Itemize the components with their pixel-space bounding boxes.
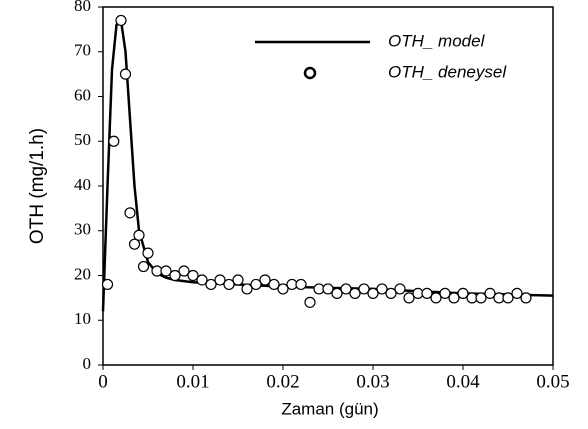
y-tick-label: 40 (74, 175, 91, 194)
data-point (502, 292, 514, 304)
data-point (277, 283, 289, 295)
y-axis-title: OTH (mg/1.h) (27, 128, 48, 244)
data-point (448, 292, 460, 304)
data-point (223, 278, 235, 291)
data-point (520, 292, 532, 304)
data-point (241, 283, 253, 295)
x-tick-label: 0.02 (266, 371, 299, 392)
data-point (268, 278, 280, 291)
data-point (484, 287, 496, 299)
data-point (367, 287, 379, 299)
plot-frame (102, 6, 554, 366)
data-point (340, 283, 352, 295)
data-point (295, 278, 307, 291)
data-point (322, 283, 334, 295)
data-point (511, 287, 523, 299)
x-axis-title: Zaman (gün) (281, 399, 378, 418)
data-point (187, 269, 199, 282)
x-tick-label: 0.04 (446, 371, 480, 392)
data-point (196, 274, 208, 286)
x-tick-label: 0.01 (176, 371, 209, 392)
data-point (421, 287, 433, 299)
y-tick-label: 70 (74, 41, 91, 60)
data-point (349, 287, 361, 299)
data-point (403, 292, 415, 304)
data-point (376, 283, 388, 295)
data-point (142, 247, 154, 259)
y-tick-label: 10 (74, 309, 91, 328)
data-point (358, 283, 370, 295)
y-tick-label: 50 (74, 130, 91, 149)
legend-marker (303, 66, 317, 80)
y-tick-label: 30 (74, 220, 91, 239)
data-point (169, 269, 181, 282)
data-point (394, 283, 406, 295)
data-point (160, 265, 172, 277)
data-point (457, 287, 469, 299)
data-point (259, 274, 271, 286)
y-tick-label: 0 (83, 354, 92, 373)
x-tick-label: 0.03 (356, 371, 389, 392)
legend-label: OTH_ model (388, 31, 486, 50)
y-tick-label: 80 (74, 0, 91, 15)
x-tick-label: 0 (98, 371, 108, 392)
data-point (250, 278, 262, 291)
y-tick-label: 60 (74, 85, 91, 104)
data-point (430, 292, 442, 304)
data-point (385, 287, 397, 299)
data-point (232, 274, 244, 286)
legend-label: OTH_ deneysel (388, 62, 507, 81)
data-point (133, 229, 145, 241)
data-point (304, 296, 316, 308)
data-point (108, 135, 120, 147)
data-point (205, 278, 217, 291)
data-point (439, 287, 451, 299)
data-point (475, 292, 487, 304)
data-point (331, 287, 343, 299)
data-point (178, 265, 190, 277)
data-point (214, 274, 226, 286)
data-point (137, 260, 150, 273)
data-point (101, 278, 114, 291)
data-point (124, 207, 136, 219)
x-tick-label: 0.05 (536, 371, 569, 392)
y-tick-label: 20 (74, 264, 91, 283)
data-point (128, 238, 141, 250)
data-point (119, 68, 132, 80)
data-point (115, 14, 127, 27)
